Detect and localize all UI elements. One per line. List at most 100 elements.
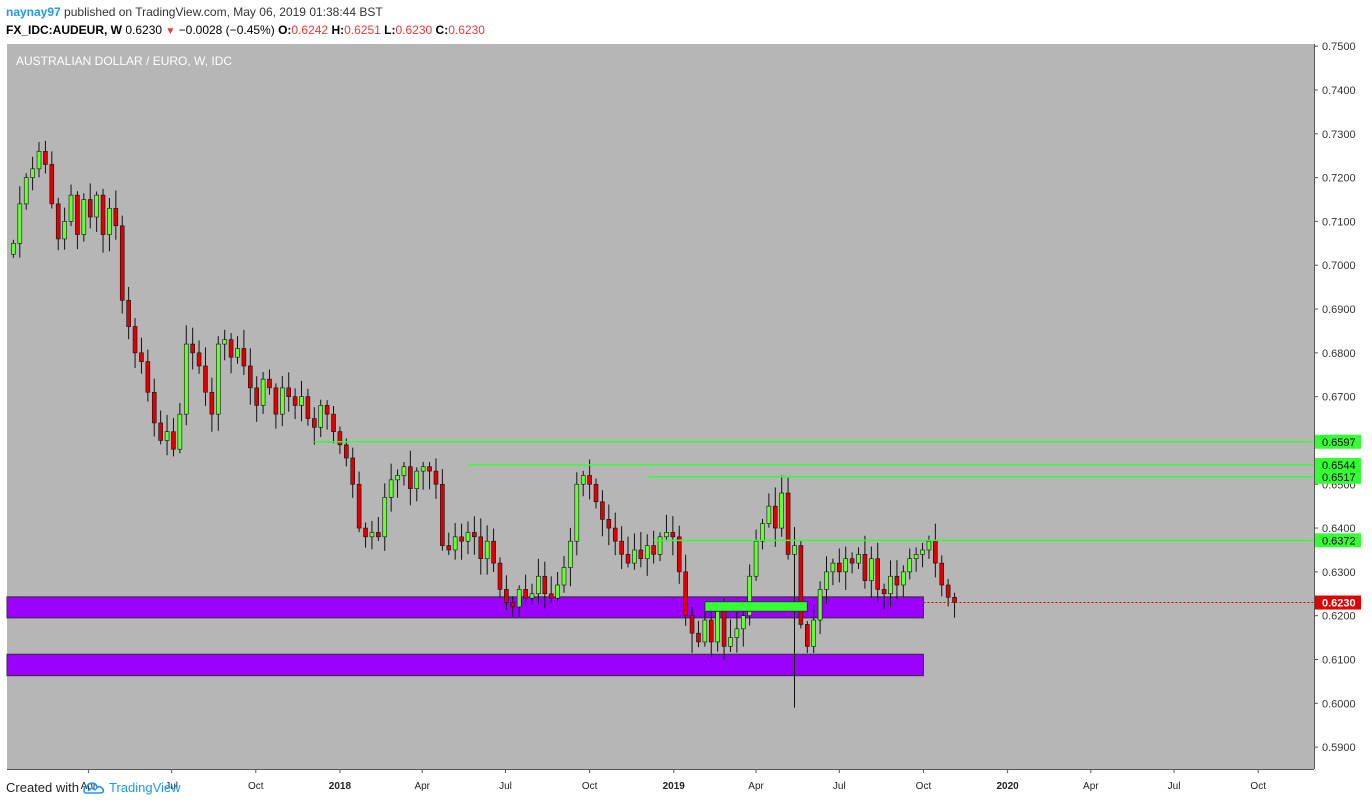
tradingview-link[interactable]: TradingView: [108, 780, 181, 795]
candle-up: [318, 405, 324, 428]
candle-down: [881, 589, 887, 595]
x-tick-label: Oct: [248, 781, 264, 792]
down-arrow-icon: ▼: [165, 26, 176, 37]
candle-up: [702, 619, 708, 643]
candle-up: [728, 637, 733, 647]
publish-info: naynay97 published on TradingView.com, M…: [6, 5, 383, 19]
y-tick-label: 0.6900: [1322, 304, 1356, 316]
y-tick-label: 0.6000: [1322, 698, 1356, 710]
last-price-value: 0.6230: [125, 23, 163, 37]
candle-up: [901, 571, 906, 586]
candle-down: [75, 194, 80, 235]
candle-up: [753, 540, 759, 577]
footer: Created with TradingView: [6, 780, 181, 795]
candle-up: [30, 168, 35, 178]
candle-up: [632, 549, 637, 564]
candle-up: [824, 571, 829, 590]
plot-area: [7, 44, 1314, 769]
published-text: published on TradingView.com, May 06, 20…: [64, 5, 383, 19]
candle-down: [933, 540, 938, 564]
candle-down: [683, 571, 688, 616]
candle-up: [843, 558, 848, 573]
low-value: 0.6230: [395, 23, 433, 37]
candle-down: [158, 422, 163, 441]
candle-up: [926, 540, 932, 551]
x-tick-label: 2018: [329, 781, 352, 792]
candle-down: [606, 519, 612, 529]
candle-up: [760, 523, 765, 542]
level-price-label: 0.6544: [1322, 460, 1356, 472]
candle-down: [548, 593, 554, 599]
level-price-tag: [1315, 457, 1361, 472]
candle-up: [164, 431, 170, 441]
candle-down: [696, 632, 701, 643]
candle-down: [651, 545, 656, 555]
candle-down: [363, 527, 368, 538]
x-tick-label: Apr: [748, 781, 764, 792]
candle-up: [452, 536, 458, 551]
candle-down: [625, 554, 631, 564]
close-value: 0.6230: [448, 23, 485, 37]
candle-up: [388, 479, 394, 498]
candle-down: [689, 615, 695, 634]
candle-up: [568, 540, 573, 568]
support-zone: [6, 653, 924, 677]
level-price-label: 0.6597: [1322, 437, 1356, 449]
level-price-tag: [1315, 469, 1361, 484]
candle-down: [151, 391, 157, 424]
y-tick-label: 0.6700: [1322, 392, 1356, 404]
candle-down: [676, 536, 682, 573]
candle-down: [132, 326, 138, 354]
x-tick-label: Oct: [582, 781, 598, 792]
candle-down: [945, 584, 951, 598]
candle-down: [798, 545, 804, 625]
candle-up: [183, 343, 189, 415]
candle-up: [574, 483, 580, 542]
y-tick-label: 0.6100: [1322, 654, 1356, 666]
candle-up: [856, 554, 861, 564]
last-price-label: 0.6230: [1322, 598, 1356, 610]
candle-down: [849, 558, 855, 564]
candle-up: [830, 562, 836, 573]
candle-down: [440, 483, 445, 546]
candle-down: [356, 483, 362, 529]
x-tick-label: Apr: [81, 781, 97, 792]
x-tick-label: 2019: [663, 781, 686, 792]
x-tick-label: Jul: [165, 781, 178, 792]
y-tick-label: 0.7400: [1322, 85, 1356, 97]
chart-title: AUSTRALIAN DOLLAR / EURO, W, IDC: [16, 54, 232, 68]
y-tick-label: 0.6300: [1322, 567, 1356, 579]
candle-down: [593, 483, 599, 503]
candle-down: [504, 589, 509, 603]
created-with-text: Created with: [6, 780, 79, 795]
candle-up: [401, 466, 407, 476]
small-support-zone: [704, 601, 808, 612]
candle-down: [708, 619, 714, 643]
x-tick-label: Apr: [414, 781, 430, 792]
price-change: −0.0028 (−0.45%): [178, 23, 275, 37]
candle-down: [472, 532, 477, 538]
support-zone: [6, 596, 924, 619]
candle-up: [484, 540, 490, 560]
candle-up: [17, 203, 23, 244]
symbol-name: FX_IDC:AUDEUR, W: [6, 23, 122, 37]
candle-up: [561, 567, 567, 586]
candle-down: [638, 549, 644, 560]
y-tick-label: 0.7300: [1322, 129, 1356, 141]
x-tick-label: Oct: [916, 781, 932, 792]
candle-down: [894, 575, 900, 586]
candle-down: [837, 562, 842, 573]
level-price-label: 0.6517: [1322, 472, 1356, 484]
candle-up: [81, 199, 87, 235]
candle-down: [612, 527, 618, 542]
candle-up: [888, 575, 893, 595]
candle-down: [87, 199, 93, 218]
candle-down: [459, 536, 464, 542]
publisher-name[interactable]: naynay97: [6, 5, 61, 19]
candle-down: [805, 624, 810, 647]
x-tick-label: Jul: [833, 781, 846, 792]
candle-down: [587, 475, 592, 485]
candle-up: [811, 619, 816, 647]
candle-down: [600, 501, 605, 520]
